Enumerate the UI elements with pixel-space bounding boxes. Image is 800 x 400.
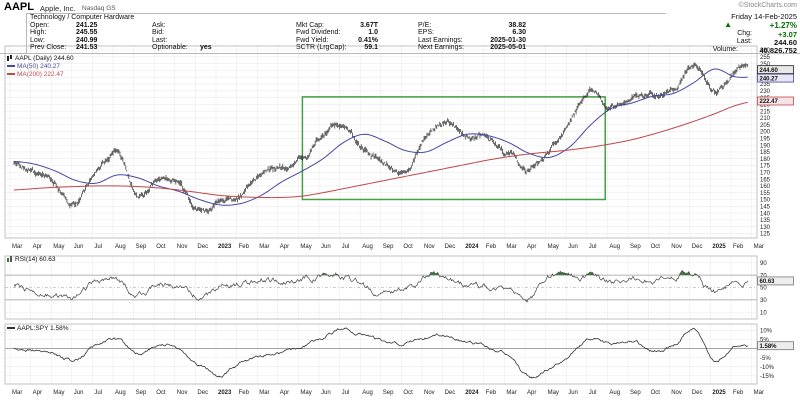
mktcap-label: Mkt Cap: — [296, 21, 325, 29]
last-earnings-value: 2025-01-30 — [490, 36, 526, 44]
bid-label: Bid: — [152, 29, 165, 36]
price-legend-row: AAPL (Daily) 244.60 — [7, 55, 74, 62]
ratio-line-icon — [7, 327, 15, 330]
exchange: Nasdaq GS — [82, 5, 116, 12]
change-percent: +1.27% — [769, 21, 797, 30]
last-earnings-label: Last Earnings: — [418, 36, 463, 44]
open-value: 241.25 — [76, 21, 98, 29]
chg-value: +3.07 — [778, 30, 797, 39]
volume-label: Volume: — [712, 46, 738, 53]
quote-box-top-border — [26, 13, 666, 14]
sctr-value: 59.1 — [364, 44, 378, 51]
sector-industry: Technology / Computer Hardware — [30, 14, 135, 21]
symbol: AAPL — [4, 1, 34, 13]
prev-close-value: 241.53 — [76, 44, 98, 51]
fwd-yield-label: Fwd Yield: — [296, 36, 329, 44]
next-earnings-label: Next Earnings: — [418, 44, 464, 51]
price-legend-label: AAPL (Daily) 244.60 — [15, 55, 74, 62]
ma200-line-icon — [7, 72, 15, 75]
pe-label: P/E: — [418, 21, 432, 29]
fwd-dividend-label: Fwd Dividend: — [296, 29, 341, 36]
last-value: 244.60 — [774, 38, 797, 47]
candlestick-icon — [7, 55, 12, 61]
optionable-value: yes — [200, 44, 212, 51]
ma200-legend-row: MA(200) 222.47 — [7, 71, 64, 78]
pe-value: 38.82 — [508, 21, 526, 29]
next-earnings-value: 2025-05-01 — [490, 44, 526, 51]
quote-box-left-border — [26, 13, 27, 53]
mktcap-value: 3.67T — [360, 21, 378, 29]
ma50-legend-label: MA(50) 240.27 — [17, 63, 60, 70]
optionable-label: Optionable: — [152, 44, 188, 51]
low-value: 240.99 — [76, 36, 98, 44]
ma50-legend-row: MA(50) 240.27 — [7, 63, 60, 70]
sctr-label: SCTR (LrgCap): — [296, 44, 347, 51]
ma50-line-icon — [7, 65, 15, 68]
up-arrow-icon: ▲ — [724, 20, 732, 29]
high-value: 245.55 — [76, 29, 98, 36]
volume-value: 40,826,752 — [759, 46, 797, 55]
ma200-legend-label: MA(200) 222.47 — [17, 70, 64, 78]
last-trade-label: Last: — [152, 36, 168, 44]
quote-date: Friday 14-Feb-2025 — [731, 12, 797, 21]
prev-close-label: Prev Close: — [30, 44, 67, 51]
last-label: Last: — [736, 38, 752, 45]
ask-label: Ask: — [152, 21, 166, 29]
ratio-legend-label: AAPL:SPY 1.58% — [17, 325, 69, 332]
indicator-icon — [7, 256, 12, 262]
open-label: Open: — [30, 21, 50, 29]
rsi-legend-row: RSI(14) 60.63 — [7, 256, 55, 263]
copyright: ©StockCharts.com — [738, 2, 797, 9]
eps-label: EPS: — [418, 29, 434, 36]
header-divider — [0, 53, 800, 54]
fwd-dividend-value: 1.0 — [368, 29, 378, 36]
chg-label: Chg: — [737, 30, 752, 37]
ratio-legend-row: AAPL:SPY 1.58% — [7, 325, 69, 332]
company-name: Apple, Inc. — [40, 4, 76, 13]
low-label: Low: — [30, 36, 45, 44]
fwd-yield-value: 0.41% — [358, 36, 378, 44]
eps-value: 6.30 — [512, 29, 526, 36]
high-label: High: — [30, 29, 47, 36]
rsi-legend-label: RSI(14) 60.63 — [15, 256, 56, 263]
